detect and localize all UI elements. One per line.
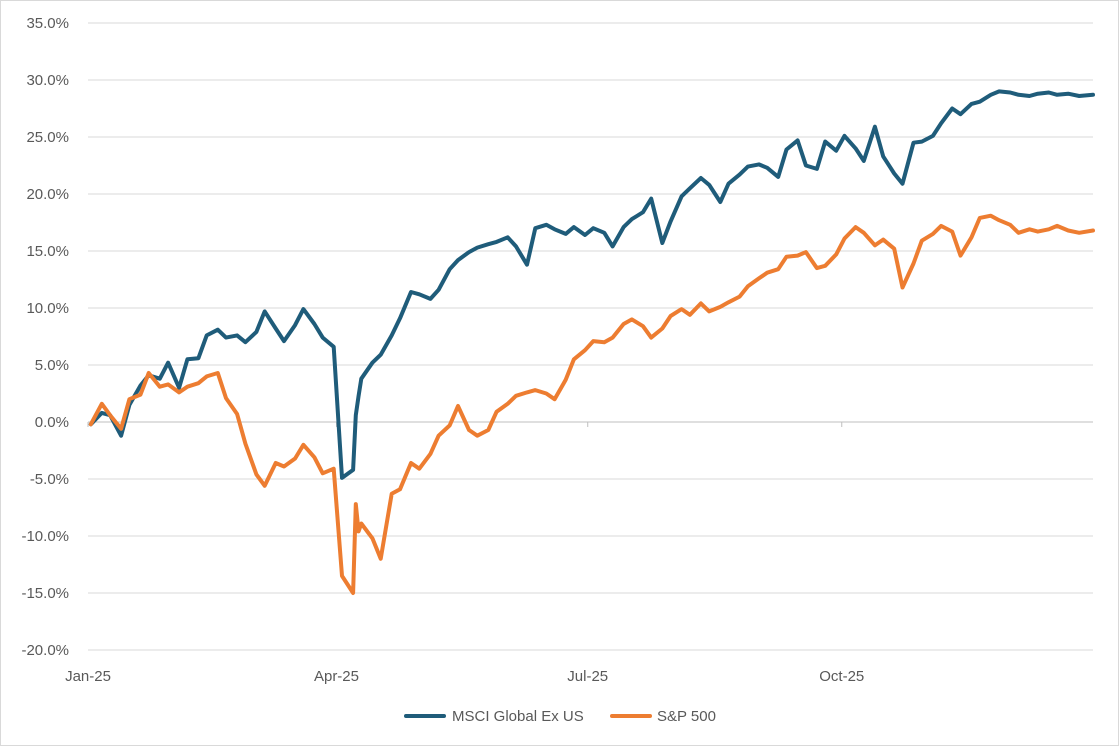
y-tick-label: 5.0% <box>35 357 69 374</box>
y-tick-label: 30.0% <box>26 72 69 89</box>
y-tick-label: 10.0% <box>26 300 69 317</box>
legend-msci-global-ex-us-label: MSCI Global Ex US <box>452 708 584 725</box>
y-tick-label: -5.0% <box>30 471 69 488</box>
y-tick-label: 0.0% <box>35 414 69 431</box>
y-tick-label: -20.0% <box>21 642 69 659</box>
x-axis-tick-labels: Jan-25 Apr-25 Jul-25 Oct-25 <box>65 668 864 685</box>
x-tick-label: Oct-25 <box>819 668 864 685</box>
series-lines <box>88 89 1095 595</box>
y-tick-label: 20.0% <box>26 186 69 203</box>
x-tick-label: Jul-25 <box>567 668 608 685</box>
y-tick-label: 35.0% <box>26 15 69 32</box>
x-tick-label: Jan-25 <box>65 668 111 685</box>
y-axis-tick-labels: -20.0% -15.0% -10.0% -5.0% 0.0% 5.0% 10.0% 15.0… <box>21 15 69 659</box>
x-tick-label: Apr-25 <box>314 668 359 685</box>
y-tick-label: 15.0% <box>26 243 69 260</box>
y-tick-label: 25.0% <box>26 129 69 146</box>
gridlines <box>87 22 1093 651</box>
series-line-msci-global-ex-us <box>88 89 1095 480</box>
legend-sp500-label: S&P 500 <box>657 708 716 725</box>
y-tick-label: -15.0% <box>21 585 69 602</box>
series-line-sp500 <box>88 213 1095 595</box>
y-tick-label: -10.0% <box>21 528 69 545</box>
legend: MSCI Global Ex US S&P 500 <box>404 708 716 725</box>
